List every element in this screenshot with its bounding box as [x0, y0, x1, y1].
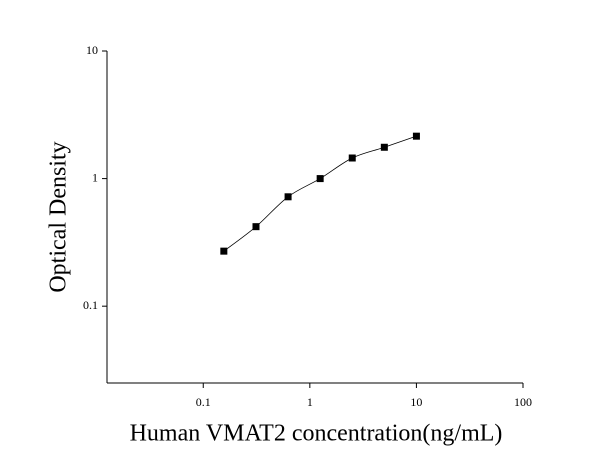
data-point [316, 175, 324, 183]
x-tick-label: 1 [307, 395, 313, 409]
x-tick-label: 10 [410, 395, 422, 409]
data-point [284, 193, 292, 201]
data-point [348, 154, 356, 162]
x-tick-label: 0.1 [196, 395, 211, 409]
fit-line [223, 135, 417, 252]
y-tick-label: 0.1 [83, 298, 98, 312]
x-tick-label: 100 [514, 395, 532, 409]
data-point [220, 247, 228, 255]
x-axis-label: Human VMAT2 concentration(ng/mL) [130, 421, 503, 447]
data-point [412, 132, 420, 140]
data-point [252, 223, 260, 231]
y-tick-label: 1 [92, 170, 98, 184]
data-point [380, 143, 388, 151]
y-axis-label: Optical Density [46, 141, 72, 292]
y-tick-label: 10 [86, 43, 98, 57]
